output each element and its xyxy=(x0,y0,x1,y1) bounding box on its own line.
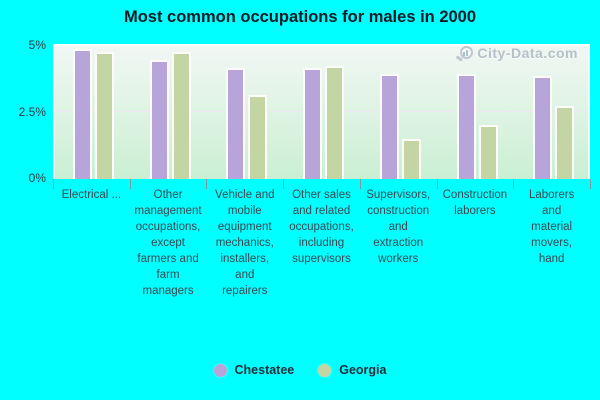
x-tick-1 xyxy=(129,179,131,189)
legend-label-georgia: Georgia xyxy=(339,363,387,377)
bar-georgia-1 xyxy=(171,52,191,179)
bar-georgia-4 xyxy=(401,138,421,179)
legend: Chestatee Georgia xyxy=(0,363,600,377)
x-tick-4 xyxy=(359,179,361,189)
x-label-2: Vehicle and mobile equipment mechanics, … xyxy=(215,189,275,297)
x-label-1: Other management occupations, except far… xyxy=(134,189,202,297)
legend-label-chestatee: Chestatee xyxy=(234,363,295,377)
bar-chestatee-1 xyxy=(149,60,169,179)
watermark: City-Data.com xyxy=(456,45,578,61)
x-tick-7 xyxy=(590,179,591,189)
watermark-text: City-Data.com xyxy=(477,45,578,61)
x-tick-2 xyxy=(206,179,208,189)
x-tick-3 xyxy=(283,179,285,189)
bar-chestatee-3 xyxy=(303,68,323,179)
bar-chestatee-2 xyxy=(226,68,246,179)
x-label-0: Electrical ... xyxy=(61,189,122,201)
x-tick-0 xyxy=(53,179,54,189)
bar-chestatee-5 xyxy=(456,73,476,179)
bar-chestatee-6 xyxy=(533,76,553,179)
x-label-6: Laborers and material movers, hand xyxy=(528,189,575,265)
bar-georgia-5 xyxy=(478,125,498,179)
x-label-4: Supervisors, construction and extraction… xyxy=(366,189,431,265)
city-data-logo-icon xyxy=(456,45,474,61)
x-label-5: Construction laborers xyxy=(442,189,508,217)
x-label-3: Other sales and related occupations, inc… xyxy=(289,189,354,265)
chart-title: Most common occupations for males in 200… xyxy=(123,8,477,26)
legend-dot-chestatee xyxy=(213,363,227,377)
bar-georgia-6 xyxy=(555,106,575,179)
legend-item-georgia: Georgia xyxy=(318,363,387,377)
bar-chestatee-4 xyxy=(379,73,399,179)
plot-area: City-Data.com xyxy=(53,44,590,179)
x-tick-6 xyxy=(513,179,515,189)
legend-item-chestatee: Chestatee xyxy=(213,363,295,377)
y-label-5pct: 5% xyxy=(28,38,46,52)
x-tick-5 xyxy=(436,179,438,189)
bar-georgia-2 xyxy=(248,95,268,179)
bar-chestatee-0 xyxy=(73,49,92,179)
bar-georgia-0 xyxy=(95,52,114,179)
y-label-2-5pct: 2.5% xyxy=(18,105,46,119)
bar-georgia-3 xyxy=(325,65,345,179)
legend-dot-georgia xyxy=(318,363,332,377)
y-label-0pct: 0% xyxy=(28,171,46,185)
